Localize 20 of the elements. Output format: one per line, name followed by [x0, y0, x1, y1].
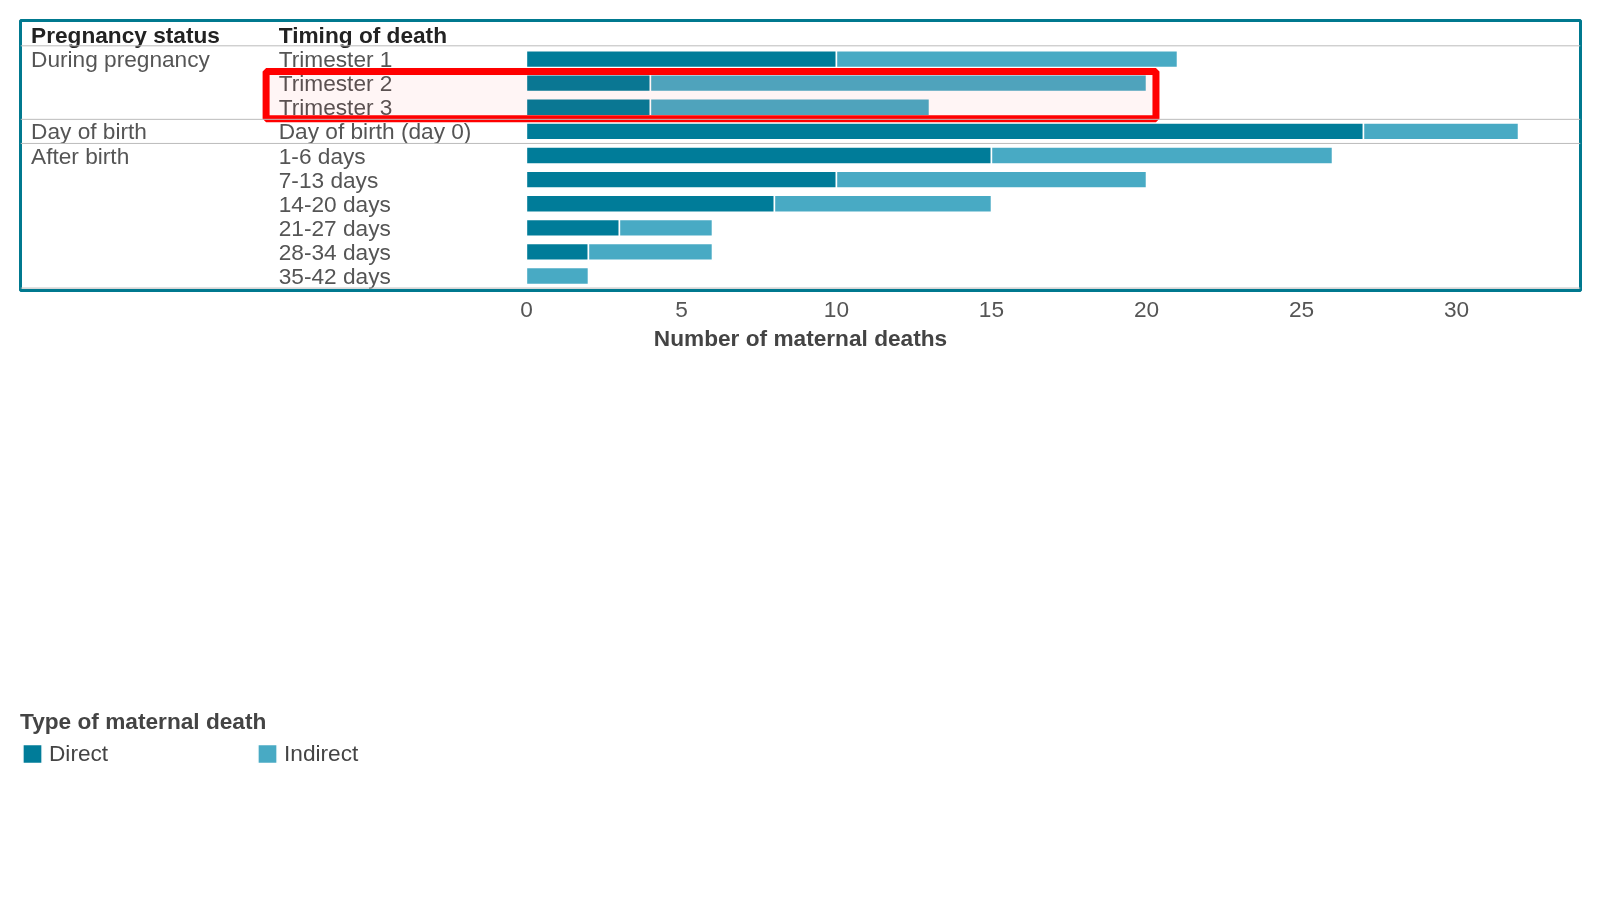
bar	[525, 266, 590, 286]
x-tick-label: 25	[1288, 295, 1315, 322]
y-tick-label: Day of birth (day 0)	[278, 118, 472, 145]
y-tick-label: Trimester 3	[278, 94, 393, 121]
text: Day of birth	[31, 118, 147, 145]
y-tick-label: Trimester 2	[278, 70, 393, 97]
legend-label: Indirect	[284, 739, 360, 767]
x-tick-label: 20	[1133, 295, 1160, 322]
text: Pregnancy status	[31, 21, 220, 48]
text: Timing of death	[278, 21, 447, 48]
text: After birth	[31, 142, 130, 169]
x-tick-label: 15	[978, 295, 1005, 322]
x-axis-title: Number of maternal deaths	[653, 324, 948, 351]
x-tick-label: 10	[823, 295, 850, 322]
x-tick-label: 5	[675, 295, 688, 322]
x-tick-label: 30	[1443, 295, 1470, 322]
legend-label: Direct	[49, 739, 110, 767]
y-tick-label: 1-6 days	[278, 142, 366, 169]
x-tick-label: 0	[520, 295, 533, 322]
legend-title: Type of maternal death	[20, 707, 268, 735]
